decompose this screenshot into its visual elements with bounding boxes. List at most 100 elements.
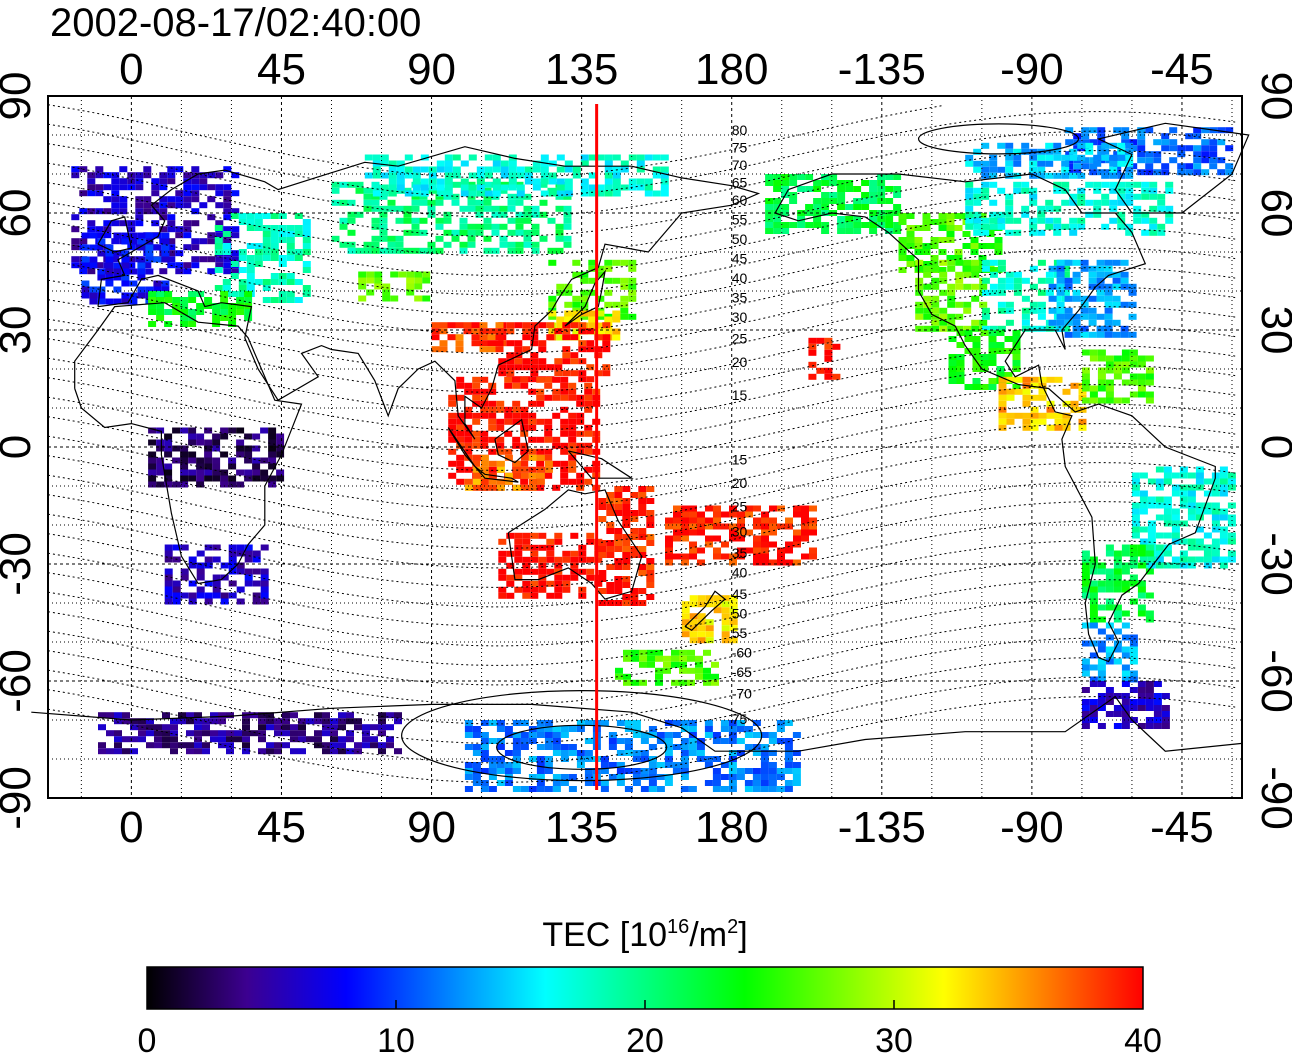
- tec-cell: [598, 552, 607, 558]
- tec-cell: [547, 247, 556, 254]
- tec-cell: [556, 289, 565, 296]
- tec-cell: [427, 199, 436, 206]
- tec-cell: [616, 750, 625, 756]
- tec-cell: [472, 762, 481, 768]
- tec-cell: [973, 193, 982, 200]
- tec-cell: [622, 516, 631, 522]
- tec-cell: [286, 279, 295, 285]
- tec-cell: [444, 154, 453, 161]
- tec-cell: [262, 243, 271, 249]
- tec-cell: [793, 541, 801, 548]
- tec-cell: [681, 613, 690, 620]
- tec-cell: [414, 295, 423, 302]
- tec-cell: [231, 172, 240, 179]
- contour-label: 30: [732, 524, 748, 540]
- tec-cell: [531, 247, 540, 254]
- tec-cell: [223, 226, 232, 233]
- tec-cell: [1137, 604, 1146, 611]
- tec-cell: [1133, 211, 1142, 218]
- tec-cell: [228, 321, 237, 327]
- tec-cell: [530, 556, 539, 563]
- tec-cell: [212, 315, 221, 321]
- tec-cell: [1149, 187, 1158, 194]
- tec-cell: [760, 768, 769, 774]
- tec-cell: [636, 166, 645, 173]
- tec-cell: [471, 334, 480, 341]
- tec-cell: [538, 346, 547, 353]
- tec-cell: [338, 742, 346, 749]
- tec-cell: [504, 750, 513, 756]
- tec-cell: [121, 274, 130, 281]
- tec-cell: [652, 190, 661, 197]
- tec-cell: [488, 412, 497, 419]
- tec-cell: [106, 748, 114, 755]
- tec-cell: [459, 229, 468, 236]
- tec-cell: [411, 217, 420, 224]
- tec-cell: [1062, 388, 1071, 395]
- tec-cell: [832, 343, 841, 350]
- tec-cell: [499, 205, 508, 212]
- tec-cell: [568, 430, 577, 437]
- tec-cell: [196, 469, 205, 476]
- tec-cell: [278, 291, 287, 297]
- tec-cell: [1088, 307, 1097, 314]
- tec-cell: [1129, 634, 1138, 641]
- tec-cell: [488, 388, 497, 395]
- tec-cell: [564, 166, 573, 173]
- tec-cell: [1225, 163, 1234, 170]
- tec-cell: [464, 430, 473, 437]
- tec-cell: [1096, 277, 1105, 284]
- tec-cell: [472, 484, 481, 491]
- tec-cell: [354, 718, 362, 725]
- tec-cell: [167, 196, 176, 203]
- tec-cell: [552, 388, 561, 395]
- tec-cell: [539, 199, 548, 206]
- tec-cell: [210, 712, 218, 719]
- tec-cell: [1145, 717, 1154, 723]
- tec-cell: [536, 394, 545, 401]
- tec-cell: [242, 730, 250, 737]
- tec-cell: [1006, 418, 1015, 425]
- tec-cell: [183, 196, 192, 203]
- tec-cell: [1021, 319, 1030, 326]
- tec-cell: [488, 762, 497, 768]
- tec-cell: [491, 247, 500, 254]
- tec-cell: [506, 340, 515, 347]
- tec-cell: [554, 358, 563, 365]
- tec-cell: [1121, 580, 1130, 587]
- tec-cell: [364, 172, 373, 179]
- tec-cell: [608, 774, 617, 780]
- tec-cell: [1163, 514, 1172, 521]
- tec-cell: [947, 301, 956, 308]
- tec-cell: [1219, 484, 1228, 491]
- tec-cell: [680, 744, 689, 750]
- tec-cell: [236, 439, 245, 446]
- tec-cell: [898, 267, 907, 273]
- tec-cell: [512, 400, 521, 407]
- tec-cell: [784, 768, 793, 774]
- tec-cell: [598, 540, 607, 546]
- tec-cell: [673, 505, 681, 512]
- tec-cell: [1056, 325, 1065, 332]
- tec-cell: [1053, 154, 1062, 161]
- tec-cell: [602, 340, 611, 347]
- tec-cell: [514, 574, 523, 581]
- tec-cell: [387, 205, 396, 212]
- tec-cell: [1077, 154, 1086, 161]
- coastline-path: [507, 489, 643, 600]
- tec-cell: [885, 228, 894, 234]
- tec-cell: [148, 481, 157, 488]
- tec-cell: [638, 528, 647, 534]
- tec-cell: [456, 460, 465, 467]
- tec-cell: [1129, 544, 1138, 551]
- right-tick-label: 60: [1252, 189, 1292, 238]
- mag-contour: [47, 247, 1236, 335]
- tec-cell: [1056, 319, 1065, 326]
- tec-cell: [1145, 163, 1154, 170]
- tec-cell: [419, 229, 428, 236]
- tec-cell: [568, 774, 577, 780]
- tec-cell: [180, 592, 189, 599]
- tec-cell: [1080, 259, 1089, 266]
- tec-cell: [238, 285, 247, 291]
- tec-cell: [596, 328, 605, 335]
